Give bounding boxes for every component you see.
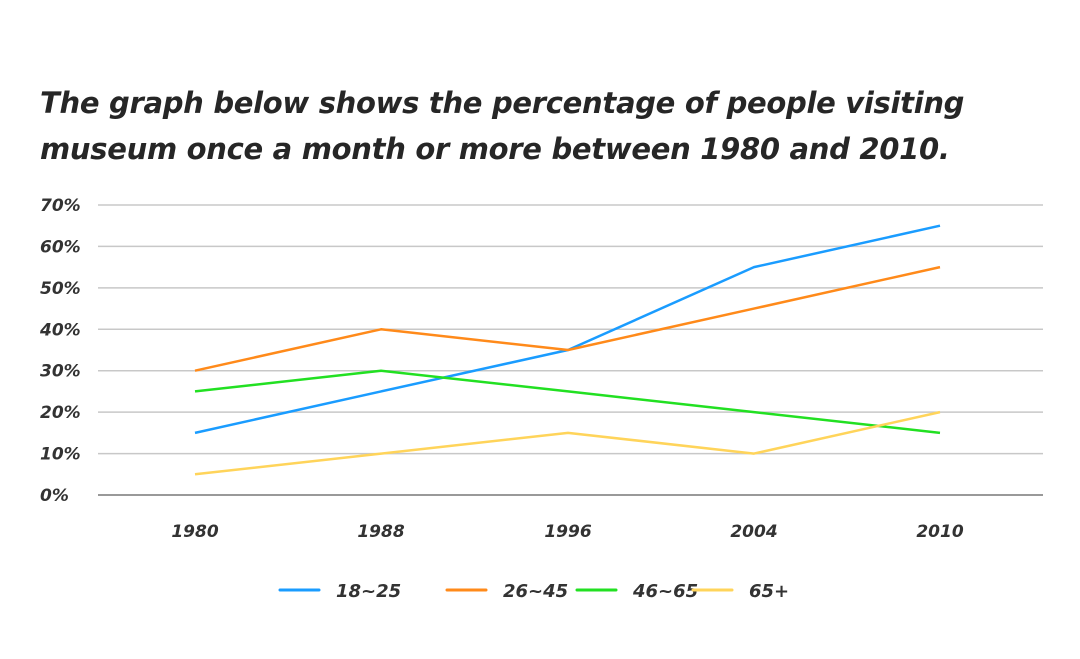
series-line-46~65 xyxy=(194,369,941,435)
chart-title: The graph below shows the percentage of … xyxy=(40,86,965,166)
legend-label: 18~25 xyxy=(336,581,401,602)
y-tick-label: 70% xyxy=(40,196,81,216)
y-tick-label: 60% xyxy=(40,237,81,257)
y-tick-label: 20% xyxy=(40,403,81,423)
y-tick-label: 0% xyxy=(40,486,69,506)
x-tick-label: 1988 xyxy=(357,522,404,542)
x-tick-label: 1980 xyxy=(171,522,218,542)
y-tick-label: 10% xyxy=(40,445,81,465)
y-tick-label: 40% xyxy=(39,320,81,340)
x-tick-label: 2010 xyxy=(916,522,963,542)
legend-label: 46~65 xyxy=(632,581,698,602)
series-line-65+ xyxy=(194,410,941,476)
legend-label: 65+ xyxy=(749,581,789,602)
y-tick-label: 50% xyxy=(40,279,81,299)
legend-label: 26~45 xyxy=(503,581,568,602)
x-tick-label: 2004 xyxy=(730,522,777,542)
series-line-26~45 xyxy=(194,265,941,372)
x-tick-label: 1996 xyxy=(544,522,591,542)
y-tick-label: 30% xyxy=(40,362,81,382)
